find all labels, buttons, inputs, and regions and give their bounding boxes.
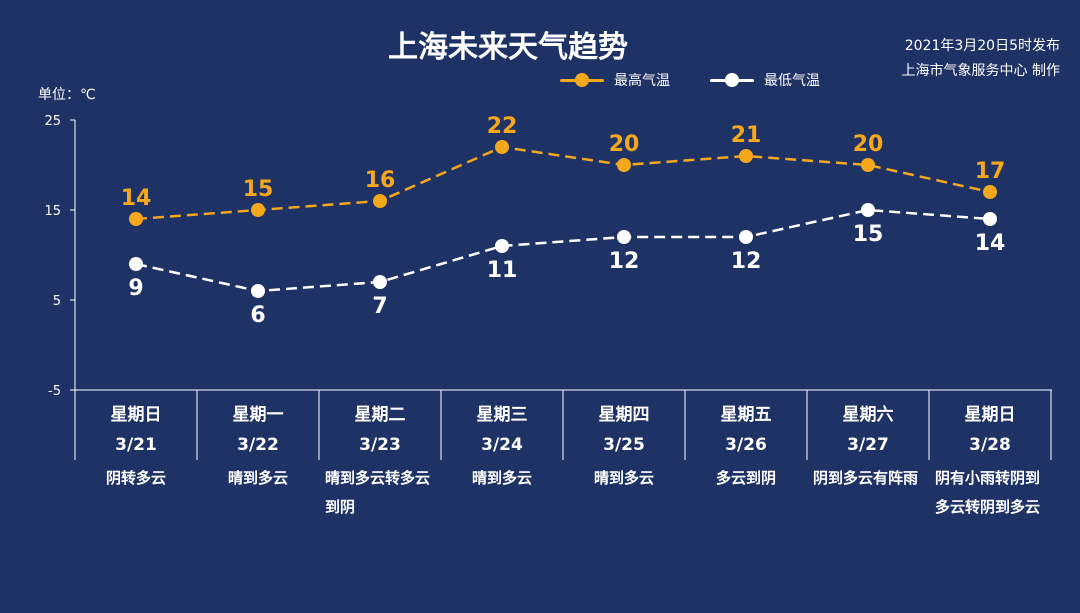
- date-label: 3/26: [725, 435, 767, 455]
- publish-date: 2021年3月20日5时发布: [904, 38, 1060, 54]
- weather-description: 晴到多云转多云到阴: [325, 469, 431, 516]
- low-temp-point: [373, 275, 387, 289]
- weather-description: 阴转多云: [105, 469, 166, 487]
- high-temp-label: 15: [243, 177, 274, 202]
- legend-label-high: 最高气温: [614, 73, 670, 89]
- legend-item-high: 最高气温: [560, 70, 670, 90]
- day-column: 星期六 3/27 阴到多云有阵雨: [807, 400, 929, 493]
- day-column: 星期日 3/28 阴有小雨转阴到多云转阴到多云: [929, 400, 1051, 522]
- date-label: 3/21: [115, 435, 157, 455]
- high-temp-label: 20: [609, 132, 640, 157]
- weekday-label: 星期日: [964, 405, 1016, 425]
- high-temp-point: [495, 140, 509, 154]
- weekday-label: 星期六: [842, 405, 894, 425]
- low-temp-point: [251, 284, 265, 298]
- unit-label: 单位：℃: [38, 87, 96, 103]
- high-temp-label: 17: [975, 159, 1006, 184]
- legend-item-low: 最低气温: [710, 70, 820, 90]
- high-temp-label: 14: [121, 186, 152, 211]
- weekday-label: 星期一: [232, 405, 284, 425]
- day-column: 星期一 3/22 晴到多云: [197, 400, 319, 493]
- day-column: 星期三 3/24 晴到多云: [441, 400, 563, 493]
- low-temp-point: [739, 230, 753, 244]
- weather-description: 晴到多云: [471, 469, 532, 487]
- weather-description: 晴到多云: [593, 469, 654, 487]
- low-temp-point: [861, 203, 875, 217]
- low-temp-label: 9: [128, 276, 143, 301]
- date-label: 3/25: [603, 435, 645, 455]
- high-temp-line: [135, 145, 991, 221]
- chart-title: 上海未来天气趋势: [388, 30, 628, 65]
- date-label: 3/28: [969, 435, 1011, 455]
- weekday-label: 星期二: [354, 405, 406, 425]
- low-temp-point: [617, 230, 631, 244]
- low-temp-label: 7: [372, 294, 387, 319]
- weather-description: 晴到多云: [227, 469, 288, 487]
- low-temp-point: [983, 212, 997, 226]
- low-temp-label: 12: [731, 249, 762, 274]
- weather-description: 阴到多云有阵雨: [813, 469, 919, 487]
- y-tick-label: 25: [44, 114, 61, 129]
- date-label: 3/23: [359, 435, 401, 455]
- date-label: 3/27: [847, 435, 889, 455]
- low-temp-label: 6: [250, 303, 265, 328]
- day-column: 星期日 3/21 阴转多云: [75, 400, 197, 493]
- day-column: 星期二 3/23 晴到多云转多云到阴: [319, 400, 441, 522]
- high-temp-point: [129, 212, 143, 226]
- high-temp-point: [739, 149, 753, 163]
- weekday-label: 星期五: [720, 405, 772, 425]
- y-tick-label: 15: [44, 204, 61, 219]
- low-temp-label: 11: [487, 258, 518, 283]
- weekday-label: 星期四: [598, 405, 650, 425]
- high-temp-label: 21: [731, 123, 762, 148]
- legend-label-low: 最低气温: [764, 73, 820, 89]
- legend-swatch-low: [710, 70, 754, 90]
- high-temp-point: [373, 194, 387, 208]
- publisher: 上海市气象服务中心 制作: [901, 63, 1060, 79]
- low-temp-label: 15: [853, 222, 884, 247]
- y-tick-label: -5: [48, 384, 61, 399]
- y-tick-label: 5: [53, 294, 61, 309]
- low-temp-point: [495, 239, 509, 253]
- low-temp-label: 14: [975, 231, 1006, 256]
- legend-swatch-high: [560, 70, 604, 90]
- high-temp-label: 20: [853, 132, 884, 157]
- high-temp-label: 22: [487, 114, 518, 139]
- day-column: 星期四 3/25 晴到多云: [563, 400, 685, 493]
- publish-info: 2021年3月20日5时发布 上海市气象服务中心 制作: [902, 34, 1060, 84]
- weekday-label: 星期三: [476, 405, 528, 425]
- weather-description: 多云到阴: [715, 469, 776, 487]
- weekday-label: 星期日: [110, 405, 162, 425]
- high-temp-point: [861, 158, 875, 172]
- day-column: 星期五 3/26 多云到阴: [685, 400, 807, 493]
- low-temp-point: [129, 257, 143, 271]
- high-temp-label: 16: [365, 168, 396, 193]
- high-temp-point: [617, 158, 631, 172]
- date-label: 3/22: [237, 435, 279, 455]
- high-temp-point: [251, 203, 265, 217]
- low-temp-label: 12: [609, 249, 640, 274]
- low-temp-line: [135, 208, 991, 293]
- date-label: 3/24: [481, 435, 523, 455]
- weather-description: 阴有小雨转阴到多云转阴到多云: [935, 469, 1041, 516]
- high-temp-point: [983, 185, 997, 199]
